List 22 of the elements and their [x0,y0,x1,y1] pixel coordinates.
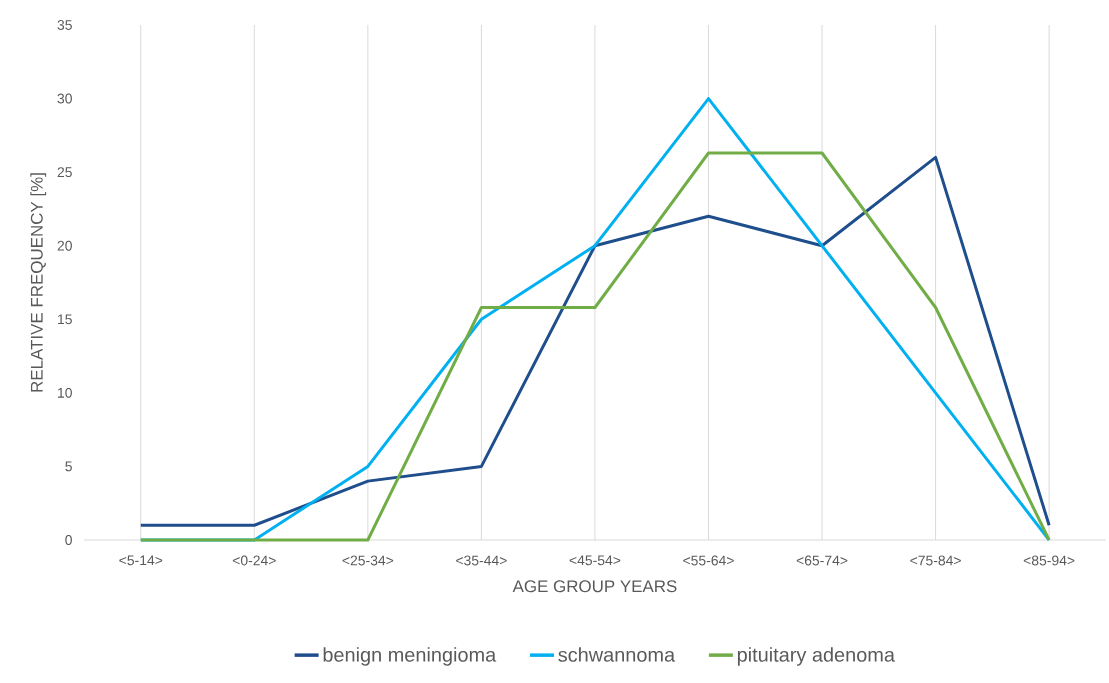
x-tick-label: <85-94> [1023,555,1075,566]
y-tick-label: 5 [65,461,72,472]
x-tick-label: <55-64> [683,555,734,566]
y-tick-label: 15 [58,314,72,325]
x-tick-label: <75-84> [910,555,961,566]
y-tick-label: 35 [57,20,72,30]
x-tick-label: <35-44> [456,555,507,566]
x-tick-label: <5-14> [119,555,163,566]
y-tick-label: 30 [57,93,72,104]
x-tick-label: <45-54> [569,555,621,566]
y-tick-label: 0 [65,535,72,545]
y-tick-label: 25 [57,167,72,178]
x-tick-label: <0-24> [232,555,276,566]
legend-label: benign meningioma [323,647,497,666]
x-axis-title: AGE GROUP YEARS [512,580,677,593]
x-tick-label: <65-74> [796,555,848,566]
y-tick-label: 20 [57,240,72,251]
legend-label: pituitary adenoma [737,647,895,666]
y-tick-label: 10 [58,387,72,398]
legend-label: schwannoma [558,647,676,662]
y-axis-title: RELATIVE FREQUENCY [%] [30,173,47,392]
x-tick-label: <25-34> [342,555,394,566]
